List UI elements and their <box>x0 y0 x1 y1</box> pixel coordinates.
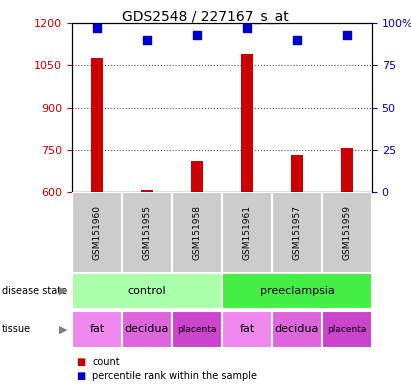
Text: placenta: placenta <box>327 325 367 334</box>
Text: count: count <box>92 357 120 367</box>
Text: GSM151957: GSM151957 <box>293 205 301 260</box>
Point <box>194 32 200 38</box>
Bar <box>72 192 122 273</box>
Text: tissue: tissue <box>2 324 31 334</box>
Bar <box>122 311 172 348</box>
Text: GSM151955: GSM151955 <box>143 205 151 260</box>
Text: GSM151960: GSM151960 <box>92 205 102 260</box>
Bar <box>141 190 153 192</box>
Text: control: control <box>128 286 166 296</box>
Text: percentile rank within the sample: percentile rank within the sample <box>92 371 257 381</box>
Bar <box>122 192 172 273</box>
Text: preeclampsia: preeclampsia <box>259 286 335 296</box>
Bar <box>222 311 272 348</box>
Bar <box>272 192 322 273</box>
Bar <box>322 192 372 273</box>
Bar <box>172 192 222 273</box>
Text: GSM151958: GSM151958 <box>192 205 201 260</box>
Text: fat: fat <box>89 324 104 334</box>
Bar <box>72 273 222 309</box>
Text: ▶: ▶ <box>59 286 68 296</box>
Point <box>244 25 250 31</box>
Text: fat: fat <box>239 324 254 334</box>
Text: GSM151959: GSM151959 <box>342 205 351 260</box>
Text: decidua: decidua <box>125 324 169 334</box>
Text: ■: ■ <box>76 357 85 367</box>
Point <box>293 37 300 43</box>
Bar <box>322 311 372 348</box>
Bar <box>222 273 372 309</box>
Bar <box>91 58 103 192</box>
Point <box>144 37 150 43</box>
Text: GSM151961: GSM151961 <box>242 205 252 260</box>
Text: ■: ■ <box>76 371 85 381</box>
Text: disease state: disease state <box>2 286 67 296</box>
Text: placenta: placenta <box>177 325 217 334</box>
Bar <box>222 192 272 273</box>
Bar <box>341 148 353 192</box>
Bar <box>291 156 303 192</box>
Bar <box>191 161 203 192</box>
Bar <box>272 311 322 348</box>
Text: GDS2548 / 227167_s_at: GDS2548 / 227167_s_at <box>122 10 289 23</box>
Bar <box>172 311 222 348</box>
Bar <box>241 54 253 192</box>
Text: ▶: ▶ <box>59 324 68 334</box>
Point <box>344 32 350 38</box>
Bar <box>72 311 122 348</box>
Point <box>94 25 100 31</box>
Text: decidua: decidua <box>275 324 319 334</box>
